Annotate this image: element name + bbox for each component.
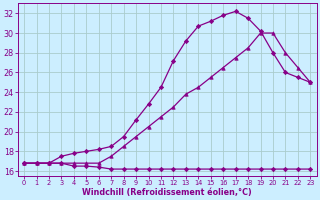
X-axis label: Windchill (Refroidissement éolien,°C): Windchill (Refroidissement éolien,°C) <box>82 188 252 197</box>
